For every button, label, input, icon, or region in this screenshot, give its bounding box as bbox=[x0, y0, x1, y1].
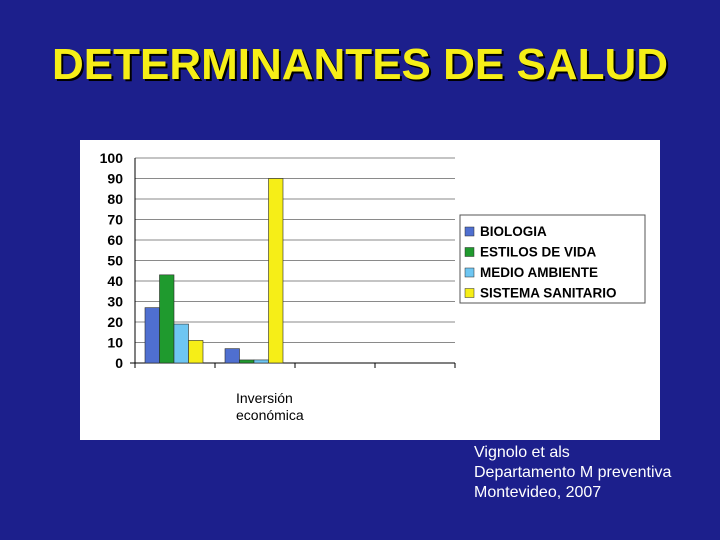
legend-label: ESTILOS DE VIDA bbox=[480, 245, 597, 260]
legend-label: MEDIO AMBIENTE bbox=[480, 265, 598, 280]
caption-line-3: Montevideo, 2007 bbox=[474, 484, 602, 501]
x-category-label: Influencia bbox=[142, 380, 208, 396]
legend-swatch bbox=[464, 267, 475, 278]
slide-title: DETERMINANTES DE SALUD bbox=[51, 40, 669, 89]
bar bbox=[188, 340, 204, 364]
y-tick-label: 80 bbox=[107, 191, 123, 207]
bar bbox=[224, 348, 240, 364]
caption-line-2: Departamento M preventiva bbox=[474, 464, 672, 481]
x-category-label: Inversión bbox=[236, 390, 293, 406]
chart-area: 0 10 20 30 40 50 60 70 80 90 100 Influencia en la mor… bbox=[80, 140, 660, 440]
legend-swatch bbox=[464, 247, 475, 257]
y-tick-label: 30 bbox=[107, 294, 123, 310]
bar bbox=[268, 178, 284, 364]
legend-label: SISTEMA SANITARIO bbox=[480, 286, 617, 301]
bar bbox=[144, 307, 160, 364]
y-tick-label: 50 bbox=[107, 253, 123, 269]
legend-swatch bbox=[464, 288, 475, 298]
bar bbox=[159, 274, 175, 364]
legend-label: BIOLOGIA bbox=[480, 224, 547, 239]
y-tick-label: 90 bbox=[107, 171, 123, 187]
bar bbox=[253, 359, 269, 364]
bar bbox=[239, 359, 255, 364]
x-category-label: en la bbox=[159, 397, 191, 413]
source-caption: Vignolo et als Departamento M preventiva… bbox=[474, 443, 671, 503]
x-category-label: mortalidad bbox=[139, 414, 211, 430]
y-tick-label: 40 bbox=[107, 273, 123, 289]
y-tick-label: 70 bbox=[107, 212, 123, 228]
y-tick-label: 100 bbox=[100, 150, 124, 166]
y-tick-label: 0 bbox=[115, 355, 123, 371]
bar bbox=[173, 323, 189, 364]
y-tick-label: 10 bbox=[107, 335, 123, 351]
caption-line-1: Vignolo et als bbox=[474, 444, 570, 461]
x-category-label: económica bbox=[236, 407, 304, 423]
legend-swatch bbox=[464, 226, 475, 237]
y-tick-label: 60 bbox=[107, 232, 123, 248]
legend-box bbox=[459, 214, 646, 304]
y-tick-label: 20 bbox=[107, 314, 123, 330]
